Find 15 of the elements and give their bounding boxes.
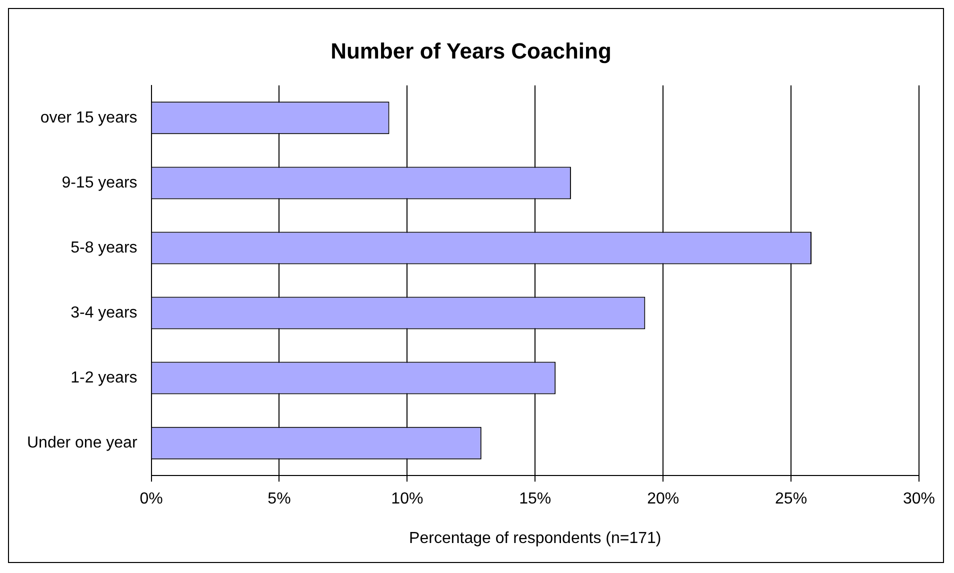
chart-title: Number of Years Coaching <box>330 38 612 64</box>
x-tick-label: 25% <box>775 490 808 508</box>
y-tick-label: Under one year <box>26 434 138 452</box>
y-tick-label: 5-8 years <box>70 239 138 256</box>
x-tick-label: 10% <box>391 490 424 508</box>
y-tick-label: 9-15 years <box>62 174 138 192</box>
x-tick-label: 0% <box>140 490 163 508</box>
x-tick-label: 15% <box>519 490 552 508</box>
x-axis-title: Percentage of respondents (n=171) <box>409 530 662 547</box>
x-tick-label: 30% <box>902 490 936 508</box>
y-tick-label: 3-4 years <box>70 304 138 322</box>
y-tick-label: 1-2 years <box>70 369 138 386</box>
y-tick-label: over 15 years <box>40 109 138 126</box>
x-tick-label: 20% <box>647 490 680 508</box>
x-tick-label: 5% <box>268 490 291 508</box>
